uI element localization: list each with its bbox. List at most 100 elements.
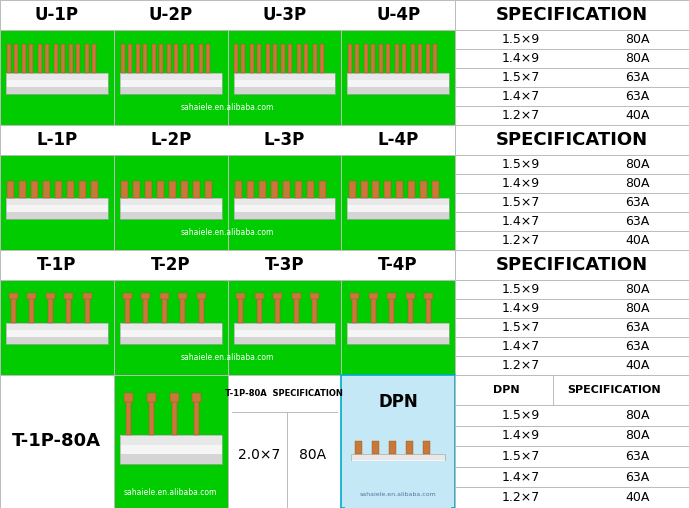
- Bar: [234, 198, 336, 205]
- Bar: [380, 44, 383, 73]
- Bar: [347, 337, 449, 343]
- Bar: [389, 441, 395, 455]
- Bar: [23, 44, 26, 73]
- Bar: [143, 296, 148, 323]
- Text: 80A: 80A: [626, 409, 650, 422]
- Bar: [257, 44, 261, 73]
- Text: 1.4×9: 1.4×9: [502, 52, 539, 65]
- Bar: [455, 193, 689, 212]
- Text: 80A: 80A: [626, 429, 650, 442]
- Bar: [455, 337, 689, 356]
- Bar: [347, 73, 449, 93]
- Bar: [125, 296, 130, 323]
- Text: U-3P: U-3P: [263, 6, 307, 24]
- Bar: [389, 296, 394, 323]
- Bar: [64, 293, 74, 300]
- Bar: [241, 44, 245, 73]
- Bar: [120, 80, 221, 87]
- Bar: [120, 323, 221, 343]
- Bar: [409, 181, 415, 198]
- Bar: [160, 293, 169, 300]
- Bar: [227, 155, 341, 250]
- Bar: [120, 444, 221, 454]
- Bar: [273, 44, 276, 73]
- Text: 1.5×7: 1.5×7: [502, 196, 539, 209]
- Bar: [169, 393, 178, 402]
- Bar: [169, 181, 176, 198]
- Bar: [7, 44, 11, 73]
- Text: 1.5×7: 1.5×7: [502, 450, 539, 463]
- Bar: [6, 80, 107, 87]
- Bar: [38, 44, 42, 73]
- Bar: [247, 181, 254, 198]
- Text: T-1P: T-1P: [37, 256, 76, 274]
- Bar: [274, 293, 282, 300]
- Text: SPECIFICATION: SPECIFICATION: [496, 131, 648, 149]
- Bar: [418, 44, 422, 73]
- Bar: [307, 181, 313, 198]
- Bar: [234, 330, 336, 337]
- Bar: [348, 44, 352, 73]
- Bar: [6, 330, 107, 337]
- Bar: [120, 87, 221, 93]
- Bar: [136, 44, 140, 73]
- Bar: [433, 44, 438, 73]
- Bar: [0, 280, 114, 375]
- Bar: [183, 44, 187, 73]
- Text: SPECIFICATION: SPECIFICATION: [496, 256, 648, 274]
- Bar: [455, 68, 689, 87]
- Bar: [355, 44, 359, 73]
- Bar: [234, 87, 336, 93]
- Bar: [313, 44, 316, 73]
- Text: 1.2×7: 1.2×7: [502, 109, 539, 122]
- Bar: [455, 174, 689, 193]
- Bar: [304, 44, 308, 73]
- Bar: [61, 44, 65, 73]
- Text: 1.2×7: 1.2×7: [502, 359, 539, 372]
- Text: 63A: 63A: [626, 215, 650, 228]
- Bar: [355, 441, 362, 455]
- Bar: [120, 198, 221, 218]
- Bar: [371, 44, 375, 73]
- Bar: [347, 330, 449, 337]
- Text: 80A: 80A: [626, 177, 650, 190]
- Text: 40A: 40A: [626, 491, 650, 504]
- Bar: [347, 205, 449, 212]
- Bar: [167, 44, 172, 73]
- Bar: [341, 30, 455, 125]
- Bar: [341, 155, 455, 250]
- Bar: [120, 73, 221, 80]
- Bar: [364, 44, 368, 73]
- Bar: [234, 337, 336, 343]
- Bar: [159, 44, 163, 73]
- Bar: [276, 296, 280, 323]
- Text: T-1P-80A  SPECIFICATION: T-1P-80A SPECIFICATION: [225, 389, 343, 398]
- Bar: [350, 293, 359, 300]
- Bar: [6, 198, 107, 218]
- Bar: [0, 30, 114, 125]
- Bar: [234, 212, 336, 218]
- Bar: [120, 73, 221, 93]
- Bar: [198, 296, 204, 323]
- Text: 63A: 63A: [626, 450, 650, 463]
- Bar: [83, 293, 92, 300]
- Bar: [411, 44, 415, 73]
- Text: L-4P: L-4P: [378, 131, 419, 149]
- Bar: [0, 155, 114, 250]
- Bar: [162, 296, 167, 323]
- Bar: [455, 356, 689, 375]
- Bar: [85, 296, 90, 323]
- Bar: [432, 181, 440, 198]
- Text: 1.5×7: 1.5×7: [502, 321, 539, 334]
- Text: 2.0×7: 2.0×7: [238, 448, 280, 462]
- Bar: [281, 44, 285, 73]
- Bar: [85, 44, 89, 73]
- Bar: [193, 181, 200, 198]
- Bar: [66, 296, 72, 323]
- Bar: [347, 73, 449, 80]
- Bar: [455, 212, 689, 231]
- Text: L-1P: L-1P: [37, 131, 77, 149]
- Text: 80A: 80A: [626, 33, 650, 46]
- Bar: [121, 44, 125, 73]
- Bar: [54, 44, 58, 73]
